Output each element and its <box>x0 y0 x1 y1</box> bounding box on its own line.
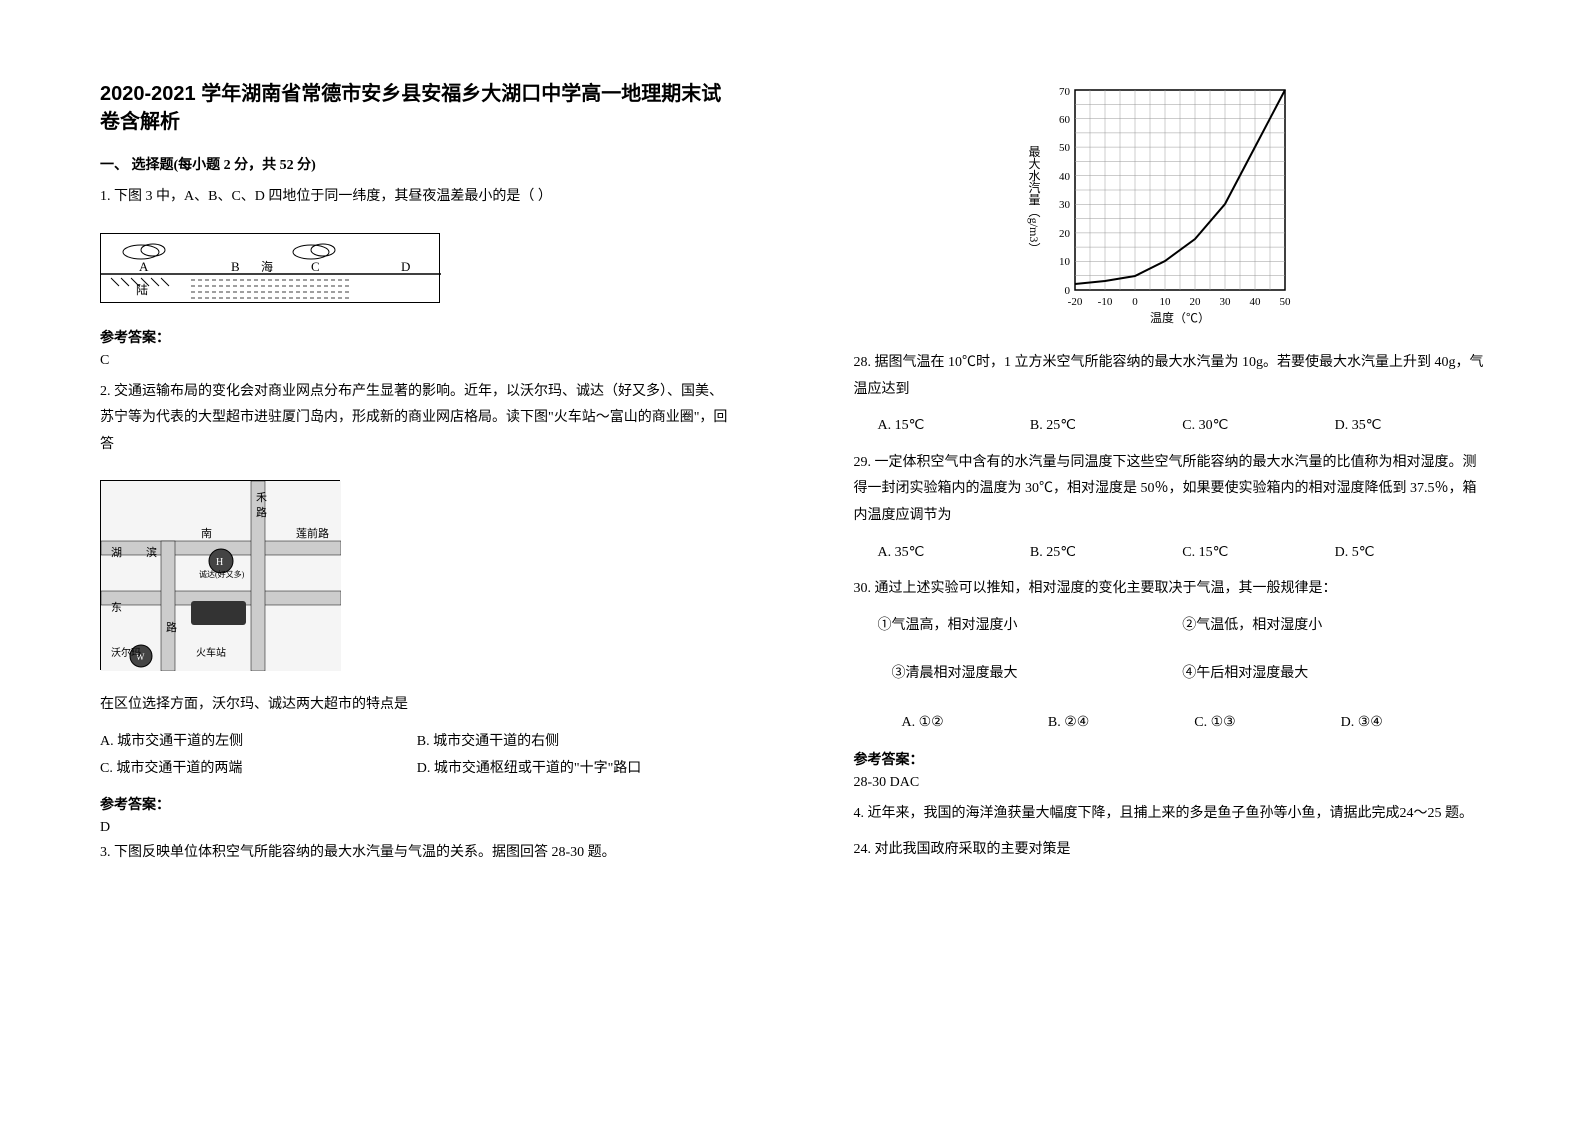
svg-text:10: 10 <box>1059 256 1071 268</box>
q30-option-a: A. ①② <box>902 710 1048 737</box>
question-30: 30. 通过上述实验可以推知，相对湿度的变化主要取决于气温，其一般规律是： <box>854 576 1488 603</box>
q2-answer: D <box>100 820 734 836</box>
humidity-chart: 0 10 20 30 40 50 60 70 -20 -10 0 10 20 3… <box>1020 80 1320 330</box>
svg-text:沃尔玛: 沃尔玛 <box>111 646 141 659</box>
q29-option-a: A. 35℃ <box>878 540 1030 567</box>
svg-text:禾: 禾 <box>256 491 267 504</box>
svg-text:路: 路 <box>256 506 267 519</box>
label-A: A <box>139 259 149 274</box>
q2-option-b: B. 城市交通干道的右侧 <box>417 729 734 756</box>
svg-text:0: 0 <box>1133 296 1139 308</box>
svg-text:H: H <box>216 557 223 568</box>
svg-text:南: 南 <box>201 527 212 540</box>
svg-text:滨: 滨 <box>146 545 157 559</box>
answer-label-3: 参考答案： <box>854 749 1488 769</box>
right-column: 0 10 20 30 40 50 60 70 -20 -10 0 10 20 3… <box>794 0 1587 1122</box>
svg-text:20: 20 <box>1059 228 1071 240</box>
svg-text:诚达(好又多): 诚达(好又多) <box>199 569 245 579</box>
label-B: B <box>231 259 240 274</box>
q28-option-c: C. 30℃ <box>1182 413 1334 440</box>
svg-text:40: 40 <box>1059 171 1071 183</box>
q30-options: A. ①② B. ②④ C. ①③ D. ③④ <box>854 710 1488 737</box>
question-24: 24. 对此我国政府采取的主要对策是 <box>854 837 1488 864</box>
question-2: 2. 交通运输布局的变化会对商业网点分布产生显著的影响。近年，以沃尔玛、诚达（好… <box>100 379 734 459</box>
q2-map-diagram: H W 湖 滨 南 莲前路 禾 路 东 路 沃尔玛 火车站 诚达(好又多) <box>100 480 340 670</box>
q30-item-3: ③清晨相对湿度最大 <box>878 661 1183 688</box>
svg-text:火车站: 火车站 <box>196 646 226 659</box>
chart-xlabel: 温度（℃） <box>1150 310 1210 325</box>
label-D: D <box>401 259 410 274</box>
chart-ylabel: 最大水汽量（g/m3） <box>1027 145 1041 254</box>
answer-label-2: 参考答案： <box>100 794 734 814</box>
label-land: 陆 <box>136 282 148 297</box>
q3-intro: 3. 下图反映单位体积空气所能容纳的最大水汽量与气温的关系。据图回答 28-30… <box>100 840 734 867</box>
q2-options: A. 城市交通干道的左侧 B. 城市交通干道的右侧 C. 城市交通干道的两端 D… <box>100 729 734 782</box>
q28-options: A. 15℃ B. 25℃ C. 30℃ D. 35℃ <box>854 413 1488 440</box>
exam-title: 2020-2021 学年湖南省常德市安乡县安福乡大湖口中学高一地理期末试卷含解析 <box>100 80 734 136</box>
svg-text:路: 路 <box>166 621 177 634</box>
svg-text:50: 50 <box>1280 296 1292 308</box>
svg-text:10: 10 <box>1160 296 1172 308</box>
q29-option-c: C. 15℃ <box>1182 540 1334 567</box>
svg-text:70: 70 <box>1059 86 1071 98</box>
q28-30-answer: 28-30 DAC <box>854 775 1488 791</box>
svg-text:60: 60 <box>1059 114 1071 126</box>
svg-text:莲前路: 莲前路 <box>296 526 329 540</box>
svg-text:湖: 湖 <box>111 546 122 559</box>
svg-text:50: 50 <box>1059 142 1071 154</box>
question-29: 29. 一定体积空气中含有的水汽量与同温度下这些空气所能容纳的最大水汽量的比值称… <box>854 450 1488 530</box>
left-column: 2020-2021 学年湖南省常德市安乡县安福乡大湖口中学高一地理期末试卷含解析… <box>0 0 794 1122</box>
q28-option-b: B. 25℃ <box>1030 413 1182 440</box>
q30-items-row2: ③清晨相对湿度最大 ④午后相对湿度最大 <box>854 661 1488 688</box>
q2-option-d: D. 城市交通枢纽或干道的"十字"路口 <box>417 756 734 783</box>
q30-option-c: C. ①③ <box>1194 710 1340 737</box>
q29-option-b: B. 25℃ <box>1030 540 1182 567</box>
q30-item-4: ④午后相对湿度最大 <box>1182 661 1487 688</box>
q30-option-b: B. ②④ <box>1048 710 1194 737</box>
q29-option-d: D. 5℃ <box>1335 540 1487 567</box>
question-28: 28. 据图气温在 10℃时，1 立方米空气所能容纳的最大水汽量为 10g。若要… <box>854 350 1488 403</box>
svg-text:-20: -20 <box>1068 296 1083 308</box>
question-1: 1. 下图 3 中，A、B、C、D 四地位于同一纬度，其昼夜温差最小的是（ ） <box>100 184 734 211</box>
q30-item-1: ①气温高，相对湿度小 <box>878 613 1183 640</box>
q2-subtext: 在区位选择方面，沃尔玛、诚达两大超市的特点是 <box>100 692 734 719</box>
answer-label-1: 参考答案： <box>100 327 734 347</box>
q2-option-a: A. 城市交通干道的左侧 <box>100 729 417 756</box>
svg-text:40: 40 <box>1250 296 1262 308</box>
svg-text:30: 30 <box>1059 199 1071 211</box>
svg-text:-10: -10 <box>1098 296 1113 308</box>
q28-option-a: A. 15℃ <box>878 413 1030 440</box>
q30-items-row1: ①气温高，相对湿度小 ②气温低，相对湿度小 <box>854 613 1488 640</box>
svg-text:东: 东 <box>111 601 122 614</box>
q1-answer: C <box>100 353 734 369</box>
q30-item-2: ②气温低，相对湿度小 <box>1182 613 1487 640</box>
svg-text:20: 20 <box>1190 296 1202 308</box>
label-sea: 海 <box>261 259 273 274</box>
label-C: C <box>311 259 320 274</box>
q28-option-d: D. 35℃ <box>1335 413 1487 440</box>
q2-option-c: C. 城市交通干道的两端 <box>100 756 417 783</box>
question-4: 4. 近年来，我国的海洋渔获量大幅度下降，且捕上来的多是鱼子鱼孙等小鱼，请据此完… <box>854 801 1488 828</box>
q29-options: A. 35℃ B. 25℃ C. 15℃ D. 5℃ <box>854 540 1488 567</box>
q30-option-d: D. ③④ <box>1341 710 1487 737</box>
svg-text:30: 30 <box>1220 296 1232 308</box>
section-1-header: 一、 选择题(每小题 2 分，共 52 分) <box>100 154 734 174</box>
q1-diagram: A B C D 陆 海 <box>100 233 440 303</box>
